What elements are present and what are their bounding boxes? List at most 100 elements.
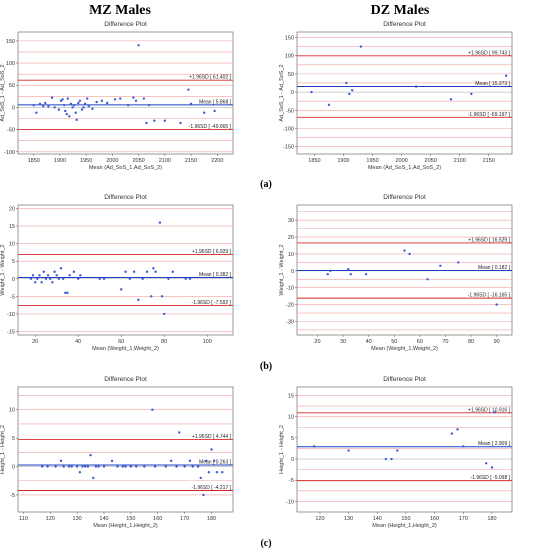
data-point	[67, 465, 71, 468]
y-tick-label: 0	[12, 277, 15, 283]
data-point	[204, 459, 208, 463]
upper-limit-label: +1.96SD [ 10.916 ]	[468, 407, 510, 413]
data-point	[35, 111, 38, 114]
x-tick-label: 40	[75, 339, 81, 345]
x-tick-label: 1850	[308, 158, 320, 164]
upper-limit-label: +1.96SD [ 61.402 ]	[189, 75, 231, 81]
x-tick-label: 60	[118, 339, 124, 345]
data-point	[77, 277, 80, 280]
y-tick-label: 15	[288, 393, 294, 399]
data-point	[69, 102, 73, 106]
header-left: MZ Males	[89, 3, 151, 18]
chart-title: Difference Plot	[383, 21, 426, 28]
x-tick-label: 2000	[106, 158, 118, 164]
x-tick-label: 150	[401, 516, 410, 522]
x-tick-label: 140	[373, 516, 382, 522]
data-point	[102, 277, 106, 280]
data-point	[55, 274, 58, 277]
y-tick-label: 10	[9, 242, 15, 248]
x-axis-label: Mean (Weight_1,Weight_2)	[92, 346, 159, 352]
x-tick-label: 1900	[54, 158, 66, 164]
data-point	[41, 104, 45, 108]
x-axis-label: Mean (Height_1,Height_2)	[372, 523, 437, 529]
data-point	[150, 295, 153, 298]
x-tick-label: 2100	[454, 158, 466, 164]
data-point	[38, 274, 41, 277]
y-axis-label: Weight_1 - Weight_2	[0, 244, 6, 295]
y-tick-label: -50	[7, 128, 15, 134]
x-tick-label: 2150	[483, 158, 495, 164]
data-point	[408, 252, 411, 256]
mean-label: Mean [ 15.273 ]	[475, 81, 510, 87]
y-axis-label: Weight_1 - Weight_2	[279, 244, 285, 295]
data-point	[68, 274, 71, 277]
x-tick-label: 90	[494, 339, 500, 345]
y-tick-label: -15	[7, 329, 15, 335]
data-point	[53, 106, 56, 109]
data-point	[59, 267, 63, 270]
mean-label: Mean [ 2.909 ]	[478, 441, 511, 447]
data-point	[504, 74, 508, 77]
data-point	[42, 270, 45, 273]
data-point	[31, 274, 35, 277]
upper-limit-label: +1.96SD [ 6.929 ]	[192, 249, 232, 255]
y-axis-label: Height_1 - Height_2	[0, 425, 6, 474]
y-tick-label: -150	[283, 145, 294, 151]
data-point	[175, 465, 178, 468]
data-point	[215, 471, 219, 474]
data-point	[221, 471, 224, 474]
y-tick-label: 150	[285, 35, 294, 41]
data-point	[470, 92, 473, 96]
data-point	[189, 102, 193, 106]
data-point	[110, 459, 114, 463]
data-point	[97, 465, 100, 468]
plot-area	[296, 31, 513, 155]
data-point	[79, 274, 82, 277]
x-tick-label: 2200	[211, 158, 223, 164]
data-point	[188, 459, 192, 463]
data-point	[493, 411, 496, 414]
lower-limit-label: -1.96SD [ -4.217 ]	[192, 485, 232, 491]
data-point	[49, 277, 52, 280]
y-tick-label: 15	[9, 224, 15, 230]
data-point	[40, 465, 44, 468]
data-point	[82, 106, 85, 109]
data-point	[167, 277, 170, 280]
y-tick-label: 0	[12, 465, 15, 471]
y-tick-label: 5	[12, 436, 15, 442]
chart-title: Difference Plot	[104, 21, 147, 28]
y-tick-label: -5	[289, 478, 294, 484]
data-point	[81, 465, 84, 468]
data-point	[207, 471, 211, 474]
data-point	[450, 432, 453, 435]
data-point	[87, 104, 90, 108]
data-point	[47, 105, 50, 108]
data-point	[462, 445, 465, 448]
y-tick-label: 10	[288, 252, 294, 258]
data-point	[449, 98, 453, 101]
data-point	[75, 465, 79, 468]
y-tick-label: 50	[288, 72, 294, 78]
x-tick-label: 180	[487, 516, 496, 522]
data-point	[98, 277, 101, 280]
plot-area	[17, 386, 234, 513]
lower-limit-label: -1.96SD [ -16.165 ]	[468, 293, 511, 299]
data-point	[485, 462, 488, 465]
data-point	[113, 98, 117, 101]
data-point	[86, 465, 90, 468]
data-point	[202, 493, 205, 497]
data-point	[36, 277, 39, 280]
data-point	[179, 121, 182, 125]
data-point	[403, 249, 406, 252]
data-point	[178, 431, 181, 434]
x-tick-label: 130	[73, 516, 82, 522]
chart-title: Difference Plot	[104, 376, 147, 383]
x-axis-label: Mean (Ad_SoS_1,Ad_SoS_2)	[89, 165, 162, 171]
data-point	[105, 101, 109, 105]
data-point	[75, 118, 78, 122]
x-tick-label: 60	[417, 339, 423, 345]
x-tick-label: 30	[340, 339, 346, 345]
data-point	[72, 270, 76, 273]
data-point	[158, 221, 162, 224]
